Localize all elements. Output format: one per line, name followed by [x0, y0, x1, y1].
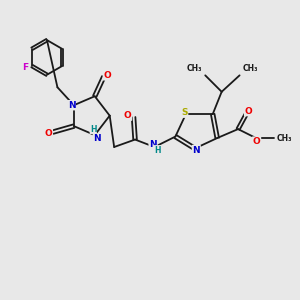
- Text: S: S: [181, 108, 188, 117]
- Text: F: F: [22, 63, 28, 72]
- Text: CH₃: CH₃: [187, 64, 202, 73]
- Text: N: N: [149, 140, 157, 148]
- Text: N: N: [93, 134, 101, 143]
- Text: H: H: [154, 146, 161, 154]
- Text: H: H: [90, 124, 97, 134]
- Text: O: O: [45, 129, 52, 138]
- Text: N: N: [193, 146, 200, 154]
- Text: O: O: [124, 111, 131, 120]
- Text: CH₃: CH₃: [277, 134, 292, 142]
- Text: N: N: [68, 101, 75, 110]
- Text: O: O: [253, 137, 260, 146]
- Text: O: O: [245, 107, 252, 116]
- Text: O: O: [103, 71, 111, 80]
- Text: CH₃: CH₃: [243, 64, 258, 73]
